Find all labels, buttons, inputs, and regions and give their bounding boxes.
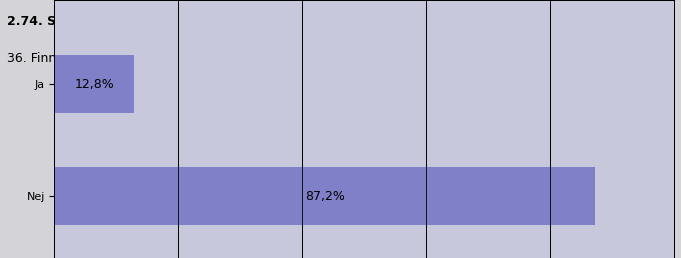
Bar: [54, 55, 133, 113]
Text: 2.74. SERVERING VID HÖGSKOLA/UNIVERSITET: 2.74. SERVERING VID HÖGSKOLA/UNIVERSITET: [7, 14, 334, 28]
Bar: [54, 167, 595, 225]
Text: 36. Finns det något universitet eller en högskola i kommunen?: 36. Finns det något universitet eller en…: [7, 51, 397, 64]
Text: 12,8%: 12,8%: [74, 78, 114, 91]
Text: 87,2%: 87,2%: [304, 190, 345, 203]
